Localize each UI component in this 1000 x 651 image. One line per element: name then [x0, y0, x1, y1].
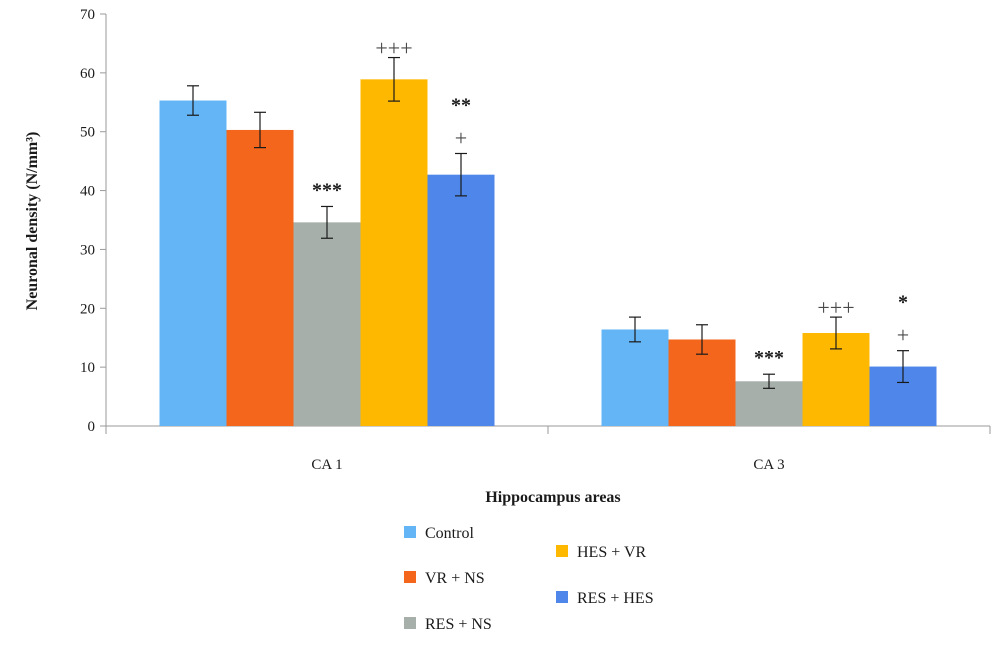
significance-label: ** +	[451, 94, 471, 150]
legend-swatch	[556, 545, 568, 557]
legend-swatch	[404, 571, 416, 583]
significance-plus: +	[455, 125, 467, 150]
y-tick-label: 70	[80, 7, 95, 23]
bar	[427, 174, 495, 426]
significance-plus: +	[897, 323, 909, 348]
x-axis: CA 1 CA 3	[105, 425, 991, 473]
bar	[159, 100, 227, 427]
significance-stars: **	[451, 94, 471, 116]
bar	[601, 329, 669, 426]
legend-swatch	[404, 526, 416, 538]
bar	[226, 129, 294, 426]
bars-group	[159, 79, 937, 427]
legend-label: RES + NS	[425, 616, 492, 633]
y-tick-label: 50	[80, 125, 95, 141]
legend-label: VR + NS	[425, 570, 485, 587]
significance-label: ***	[754, 347, 784, 369]
y-tick-label: 40	[80, 184, 95, 200]
y-tick-label: 60	[80, 66, 95, 82]
y-tick-label: 10	[80, 360, 95, 376]
y-tick-label: 30	[80, 242, 95, 258]
y-axis: 0 10 20 30 40 50 60 70	[80, 7, 107, 435]
x-category-label: CA 1	[311, 457, 342, 473]
significance-label: * +	[897, 292, 909, 348]
legend-label: RES + HES	[577, 590, 654, 607]
significance-labels-group: ***+++** +***+++ * +	[312, 36, 909, 370]
significance-label: +++	[817, 295, 854, 320]
x-category-label: CA 3	[753, 457, 784, 473]
error-bars-group	[187, 56, 909, 389]
legend-swatch	[556, 591, 568, 603]
significance-label: +++	[375, 36, 412, 61]
bar	[293, 222, 361, 426]
legend-label: Control	[425, 525, 474, 542]
y-tick-label: 0	[88, 419, 96, 435]
significance-stars: *	[898, 292, 908, 314]
legend-swatch	[404, 617, 416, 629]
legend: Control VR + NS RES + NS HES + VR RES + HES	[404, 525, 654, 633]
significance-label: ***	[312, 179, 342, 201]
legend-label: HES + VR	[577, 544, 647, 561]
x-axis-title: Hippocampus areas	[485, 489, 620, 506]
y-axis-title: Neuronal density (N/mm³)	[24, 132, 41, 311]
bar	[360, 79, 428, 427]
y-tick-label: 20	[80, 301, 95, 317]
